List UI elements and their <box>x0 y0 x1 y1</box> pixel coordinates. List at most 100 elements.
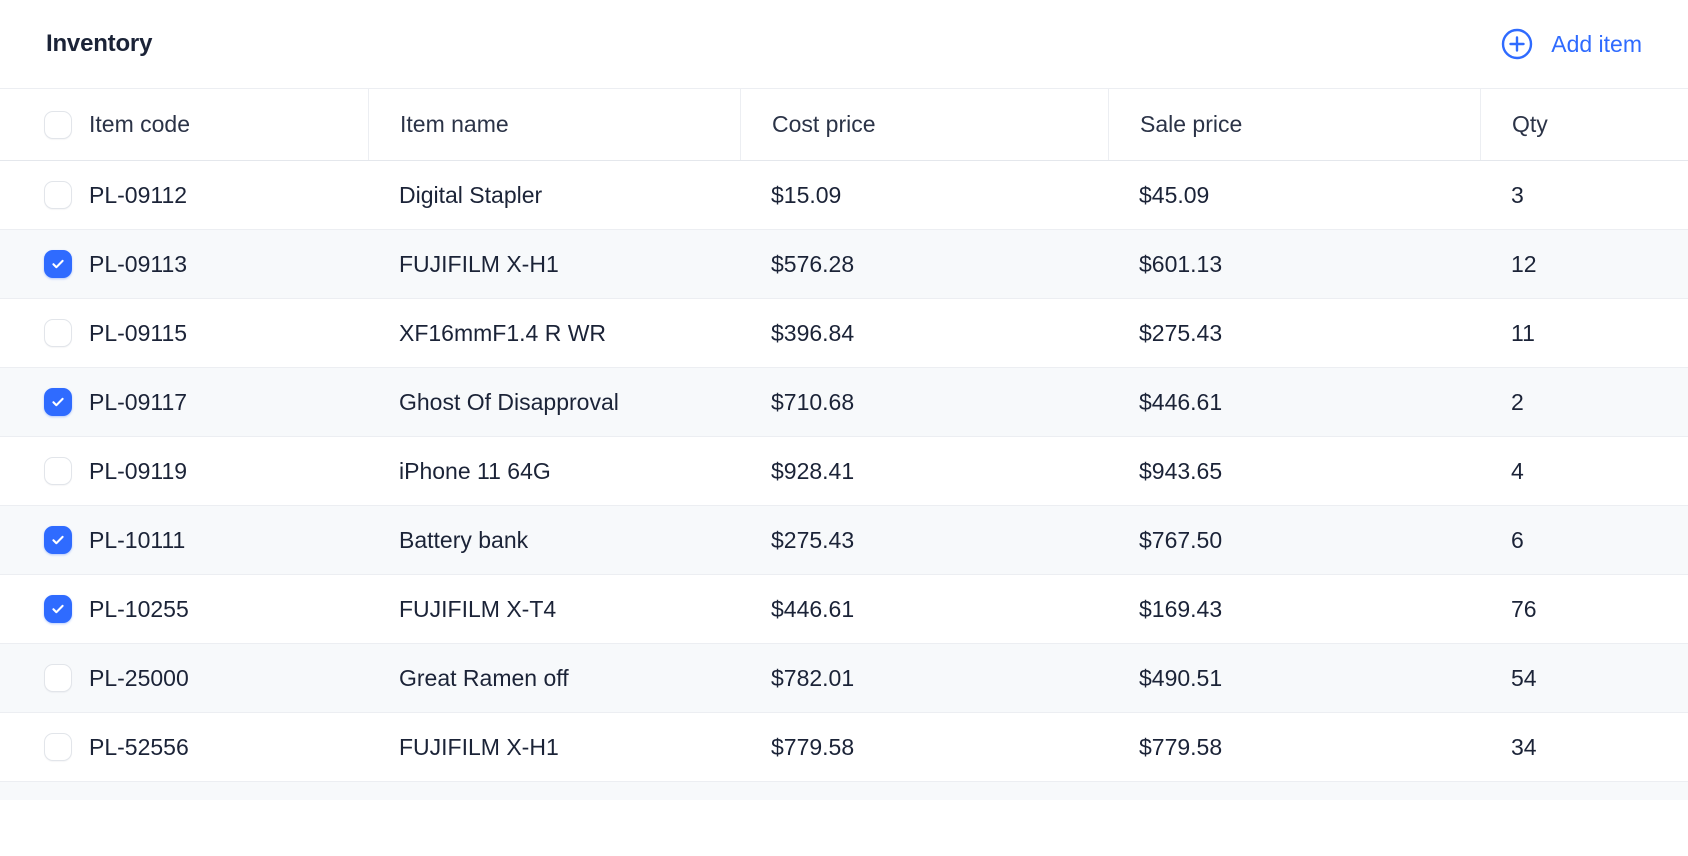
item-name-text: FUJIFILM X-T4 <box>399 595 557 622</box>
table-row[interactable]: PL-25000 Great Ramen off $782.01 $490.51 54 <box>0 644 1688 713</box>
cost-price-text: $576.28 <box>771 250 855 277</box>
header-cell-item-name: Item name <box>368 89 740 160</box>
header-label-qty: Qty <box>1512 111 1548 137</box>
item-code-text: PL-09115 <box>89 319 188 346</box>
cell-sale-price: $275.43 <box>1108 299 1480 367</box>
item-name-text: FUJIFILM X-H1 <box>399 250 559 277</box>
cell-cost-price: $576.28 <box>740 230 1108 298</box>
cell-sale-price: $45.09 <box>1108 161 1480 229</box>
cell-item-name: XF16mmF1.4 R WR <box>368 299 740 367</box>
cell-sale-price: $779.58 <box>1108 713 1480 781</box>
table-row[interactable]: PL-09113 FUJIFILM X-H1 $576.28 $601.13 12 <box>0 230 1688 299</box>
table-row[interactable]: PL-09112 Digital Stapler $15.09 $45.09 3 <box>0 161 1688 230</box>
qty-text: 4 <box>1511 457 1524 484</box>
cell-sale-price: $169.43 <box>1108 575 1480 643</box>
select-all-checkbox[interactable] <box>44 110 72 139</box>
cell-item-name: FUJIFILM X-H1 <box>368 230 740 298</box>
cell-cost-price: $275.43 <box>740 506 1108 574</box>
page-title: Inventory <box>46 30 153 57</box>
header-cell-sale-price: Sale price <box>1108 89 1480 160</box>
table-row[interactable]: PL-09117 Ghost Of Disapproval $710.68 $446.… <box>0 368 1688 437</box>
qty-text: 54 <box>1511 664 1537 691</box>
qty-text: 76 <box>1511 595 1537 622</box>
row-select-checkbox[interactable] <box>44 319 72 347</box>
row-select-checkbox[interactable] <box>44 388 72 416</box>
item-code-text: PL-09112 <box>89 181 188 208</box>
cell-qty: 54 <box>1480 644 1688 712</box>
cell-cost-price: $779.58 <box>740 713 1108 781</box>
cell-item-name: Digital Stapler <box>368 161 740 229</box>
cell-item-code: PL-09113 <box>0 230 368 298</box>
qty-text: 3 <box>1511 181 1524 208</box>
table-row[interactable]: PL-09115 XF16mmF1.4 R WR $396.84 $275.43 11 <box>0 299 1688 368</box>
sale-price-text: $169.43 <box>1139 595 1223 622</box>
cost-price-text: $782.01 <box>771 664 855 691</box>
table-row[interactable]: PL-10255 FUJIFILM X-T4 $446.61 $169.43 76 <box>0 575 1688 644</box>
cell-item-name: iPhone 11 64G <box>368 437 740 505</box>
cell-item-code: PL-09115 <box>0 299 368 367</box>
table-row[interactable]: PL-09119 iPhone 11 64G $928.41 $943.65 4 <box>0 437 1688 506</box>
item-code-text: PL-10255 <box>89 595 189 622</box>
add-item-label: Add item <box>1551 30 1642 57</box>
row-select-checkbox[interactable] <box>44 664 72 692</box>
cell-qty: 11 <box>1480 299 1688 367</box>
header-label-item-name: Item name <box>400 111 509 137</box>
table-row[interactable]: PL-52556 FUJIFILM X-H1 $779.58 $779.58 34 <box>0 713 1688 782</box>
cell-qty: 2 <box>1480 368 1688 436</box>
cell-item-code: PL-52556 <box>0 713 368 781</box>
cell-qty: 6 <box>1480 506 1688 574</box>
cost-price-text: $779.58 <box>771 733 855 760</box>
cell-cost-price: $446.61 <box>740 575 1108 643</box>
item-name-text: FUJIFILM X-H1 <box>399 733 559 760</box>
item-code-text: PL-09113 <box>89 250 188 277</box>
cell-item-name: FUJIFILM X-T4 <box>368 575 740 643</box>
cell-item-code: PL-09117 <box>0 368 368 436</box>
header-label-cost-price: Cost price <box>772 111 876 137</box>
cell-item-name: Battery bank <box>368 506 740 574</box>
sale-price-text: $943.65 <box>1139 457 1223 484</box>
table-row[interactable]: PL-10111 Battery bank $275.43 $767.50 6 <box>0 506 1688 575</box>
item-name-text: XF16mmF1.4 R WR <box>399 319 607 346</box>
cell-item-code: PL-10255 <box>0 575 368 643</box>
cell-qty: 12 <box>1480 230 1688 298</box>
header-label-sale-price: Sale price <box>1140 111 1243 137</box>
row-select-checkbox[interactable] <box>44 595 72 623</box>
sale-price-text: $446.61 <box>1139 388 1223 415</box>
circle-plus-icon <box>1501 28 1533 60</box>
table-row-partial[interactable] <box>0 782 1688 800</box>
cell-item-code: PL-09119 <box>0 437 368 505</box>
cell-sale-price: $490.51 <box>1108 644 1480 712</box>
sale-price-text: $490.51 <box>1139 664 1223 691</box>
sale-price-text: $45.09 <box>1139 181 1210 208</box>
cell-sale-price: $601.13 <box>1108 230 1480 298</box>
row-select-checkbox[interactable] <box>44 250 72 278</box>
cost-price-text: $446.61 <box>771 595 855 622</box>
sale-price-text: $779.58 <box>1139 733 1223 760</box>
row-select-checkbox[interactable] <box>44 457 72 485</box>
cost-price-text: $396.84 <box>771 319 855 346</box>
row-select-checkbox[interactable] <box>44 181 72 209</box>
cell-sale-price: $943.65 <box>1108 437 1480 505</box>
cell-cost-price: $710.68 <box>740 368 1108 436</box>
row-select-checkbox[interactable] <box>44 733 72 761</box>
cell-item-code: PL-25000 <box>0 644 368 712</box>
item-name-text: Digital Stapler <box>399 181 543 208</box>
item-code-text: PL-09117 <box>89 388 188 415</box>
item-name-text: Ghost Of Disapproval <box>399 388 619 415</box>
inventory-table: Item code Item name Cost price Sale pric… <box>0 88 1688 800</box>
cell-qty: 3 <box>1480 161 1688 229</box>
cell-item-code: PL-10111 <box>0 506 368 574</box>
sale-price-text: $767.50 <box>1139 526 1223 553</box>
item-code-text: PL-52556 <box>89 733 189 760</box>
qty-text: 6 <box>1511 526 1524 553</box>
row-select-checkbox[interactable] <box>44 526 72 554</box>
item-name-text: Great Ramen off <box>399 664 569 691</box>
add-item-button[interactable]: Add item <box>1501 28 1642 60</box>
header-cell-cost-price: Cost price <box>740 89 1108 160</box>
item-code-text: PL-25000 <box>89 664 189 691</box>
cell-qty: 76 <box>1480 575 1688 643</box>
table-header-row: Item code Item name Cost price Sale pric… <box>0 89 1688 161</box>
item-code-text: PL-09119 <box>89 457 188 484</box>
cell-qty: 4 <box>1480 437 1688 505</box>
item-name-text: iPhone 11 64G <box>399 457 551 484</box>
